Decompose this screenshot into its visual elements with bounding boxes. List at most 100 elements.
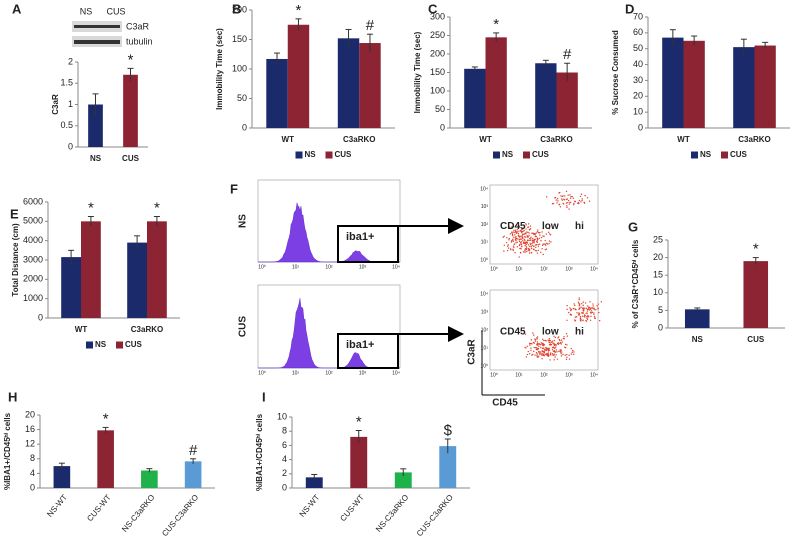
scatter-dot (584, 314, 586, 317)
scatter-dot (541, 338, 544, 340)
scatter-dot (560, 339, 563, 341)
scatter-dot (529, 342, 531, 345)
scatter-dot (532, 241, 534, 244)
scatter-dot (543, 343, 546, 346)
scatter-dot (538, 345, 540, 348)
scatter-dot (562, 353, 564, 356)
scatter-dot (544, 248, 547, 251)
scatter-dot (568, 203, 571, 205)
axis-tick-label: 10⁰ (480, 363, 488, 369)
scatter-dot (551, 347, 554, 349)
scatter-dot (584, 316, 586, 318)
scatter-dot (597, 303, 600, 305)
y-tick-label: 20 (633, 91, 643, 101)
scatter-dot (560, 198, 563, 200)
y-tick-label: 4000 (23, 235, 43, 245)
scatter-dot (519, 235, 522, 238)
annotation: $ (444, 422, 453, 439)
scatter-dot (553, 339, 556, 342)
scatter-dot (514, 234, 516, 236)
scatter-dot (566, 206, 568, 209)
y-tick-label: 0 (68, 141, 73, 151)
scatter-dot (578, 199, 581, 202)
scatter-dot (589, 319, 592, 321)
scatter-dot (524, 247, 527, 250)
annotation: * (296, 2, 302, 19)
legend-label: NS (700, 150, 712, 159)
legend-swatch (295, 151, 303, 159)
scatter-dot (567, 202, 569, 204)
scatter-dot (513, 229, 515, 232)
scatter-dot (545, 340, 547, 342)
scatter-dot (535, 250, 538, 252)
panel-label: G (628, 219, 638, 234)
scatter-dot (570, 195, 572, 198)
scatter-dot (525, 243, 527, 246)
scatter-dot (535, 348, 538, 351)
scatter-dot (524, 244, 526, 247)
scatter-dot (561, 195, 564, 198)
scatter-dot (536, 239, 539, 241)
scatter-dot (588, 306, 590, 308)
axis-tick-label: 10² (481, 222, 489, 228)
scatter-dot (558, 350, 560, 352)
y-tick-label: 70 (633, 11, 643, 21)
scatter-dot (542, 343, 544, 346)
blot-row-label: C3aR (126, 21, 150, 31)
scatter-dot (534, 249, 537, 252)
scatter-dot (514, 237, 517, 239)
scatter-dot (567, 194, 569, 196)
scatter-dot (530, 247, 533, 250)
scatter-dot (556, 358, 559, 360)
bar (683, 40, 705, 128)
scatter-dot (570, 348, 572, 350)
scatter-x-axis-label: CD45 (492, 398, 518, 409)
scatter-dot (523, 225, 526, 227)
y-tick-label: 50 (237, 93, 247, 103)
y-tick-label: 0 (242, 122, 247, 132)
bar (287, 24, 310, 128)
y-tick-label: 2000 (23, 274, 43, 284)
bar (662, 37, 684, 128)
scatter-dot (578, 314, 581, 316)
scatter-dot (573, 303, 575, 305)
y-axis-label: Total Distance (cm) (11, 223, 20, 297)
x-tick-label: C3aRKO (540, 135, 572, 144)
y-axis-label: % Sucrose Consumed (611, 30, 620, 115)
scatter-dot (533, 245, 535, 248)
bar (88, 104, 103, 147)
scatter-dot (502, 236, 504, 238)
scatter-dot (525, 356, 528, 358)
scatter-dot (516, 241, 518, 243)
scatter-dot (579, 315, 582, 318)
scatter-dot (541, 231, 543, 233)
scatter-dot (581, 198, 584, 200)
scatter-dot (533, 342, 536, 344)
scatter-dot (521, 230, 524, 233)
scatter-dot (545, 242, 548, 244)
annotation: * (493, 16, 499, 33)
scatter-dot (556, 202, 558, 204)
scatter-dot (548, 337, 551, 340)
scatter-dot (547, 350, 550, 352)
scatter-dot (542, 344, 545, 347)
y-tick-label: 12 (25, 439, 35, 449)
y-tick-label: 0 (638, 122, 643, 132)
axis-tick-label: 10⁴ (480, 186, 488, 192)
scatter-dot (580, 306, 582, 309)
legend-label: NS (95, 340, 107, 349)
scatter-dot (527, 223, 530, 225)
scatter-dot (535, 352, 538, 354)
scatter-dot (560, 355, 563, 357)
scatter-dot (550, 241, 552, 243)
scatter-dot (534, 238, 536, 241)
y-tick-label: 50 (435, 104, 445, 114)
scatter-dot (527, 247, 530, 250)
scatter-dot (538, 232, 540, 234)
bar (535, 63, 557, 128)
bar (337, 38, 360, 128)
scatter-dot (523, 236, 526, 238)
axis-tick-label: 10⁰ (490, 266, 498, 272)
y-axis-label: Immobility Time (sec) (215, 28, 224, 110)
scatter-dot (572, 197, 575, 199)
